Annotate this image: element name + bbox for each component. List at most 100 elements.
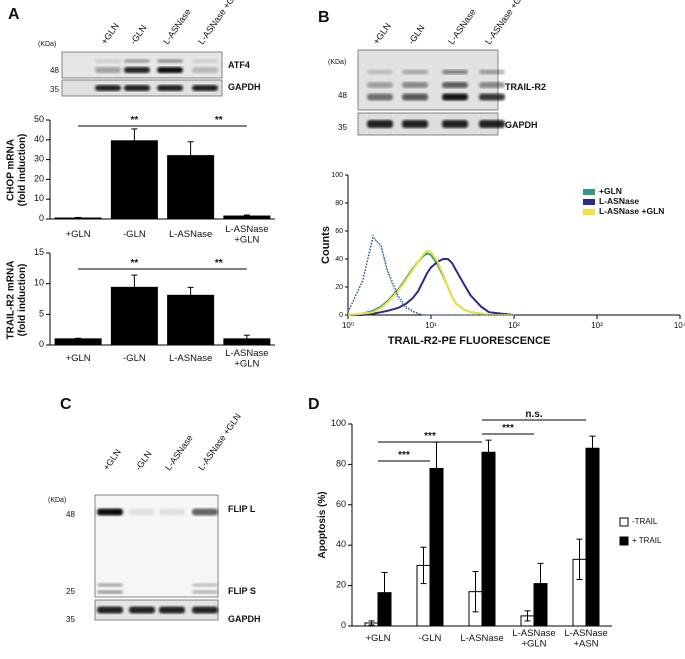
legend-swatch (619, 536, 629, 546)
error-bar (187, 141, 194, 170)
significance-label: ** (130, 115, 138, 126)
x-tick-label: 10² (508, 321, 520, 330)
y-axis-label: Apoptosis (%) (317, 491, 328, 558)
panel-label: A (8, 6, 20, 23)
y-tick-label: 100 (331, 172, 343, 179)
kda-marker: 35 (66, 615, 75, 624)
legend-label: +GLN (599, 186, 622, 196)
protein-label: FLIP S (228, 586, 256, 596)
bar (585, 447, 600, 627)
lane-label: +GLN (101, 447, 123, 472)
error-bar (537, 562, 544, 605)
blot-band (95, 85, 121, 91)
blot-band (97, 583, 123, 587)
blot-band (192, 590, 218, 594)
lane-label: -GLN (133, 449, 154, 472)
legend-label: L-ASNase +GLN (599, 206, 664, 216)
y-tick-label: 0 (39, 213, 44, 223)
y-tick-label: 40 (336, 540, 346, 550)
x-tick-label: L-ASNase +GLN (512, 627, 555, 649)
error-bar (576, 538, 583, 581)
kda-label: (KDa) (48, 497, 66, 504)
blot-band (367, 93, 393, 101)
lane-label: L-ASNase (161, 7, 193, 46)
y-tick-label: 60 (335, 228, 343, 235)
significance-label: ** (215, 258, 223, 269)
blot-band (192, 85, 218, 91)
x-tick-label: 10¹ (425, 321, 437, 330)
x-axis-label: TRAIL-R2-PE FLUORESCENCE (388, 335, 551, 347)
series-line (347, 249, 514, 316)
significance-label: *** (502, 423, 514, 434)
blot-band (192, 67, 218, 73)
lane-label: L-ASNase +GLN (196, 0, 243, 47)
x-tick-label: -GLN (123, 229, 146, 240)
legend-swatch (583, 209, 595, 215)
blot-band (192, 606, 218, 614)
error-bar (131, 274, 138, 301)
blot-band (157, 85, 183, 91)
kda-marker: 25 (66, 587, 75, 596)
significance-label: n.s. (525, 409, 542, 420)
protein-label: TRAIL-R2 (505, 82, 546, 92)
legend-label: L-ASNase (599, 196, 639, 206)
blot-band (442, 82, 468, 88)
protein-label: GAPDH (505, 120, 538, 130)
lane-label: -GLN (406, 23, 427, 46)
bar (481, 451, 496, 627)
lane-label: +GLN (371, 21, 393, 46)
blot-strip (357, 49, 499, 111)
kda-marker: 35 (338, 123, 347, 132)
blot-band (367, 82, 393, 88)
blot-band (97, 606, 123, 614)
y-tick-label: 20 (336, 580, 346, 590)
blot-band (367, 69, 393, 75)
series-line (348, 258, 515, 316)
x-tick-label: -GLN (123, 353, 146, 364)
legend-label: -TRAIL (632, 517, 658, 526)
series-line (347, 233, 514, 316)
protein-label: GAPDH (228, 614, 261, 624)
blot-band (442, 120, 468, 128)
blot-band (402, 82, 428, 88)
y-tick-label: 10 (34, 194, 44, 204)
legend-label: + TRAIL (632, 536, 662, 545)
significance-label: *** (398, 450, 410, 461)
blot-band (442, 69, 468, 75)
lane-label: L-ASNase +GLN (196, 412, 243, 473)
blot-band (402, 93, 428, 101)
legend-swatch (583, 189, 595, 195)
lane-label: L-ASNase +GLN (483, 0, 530, 47)
error-bar (368, 620, 375, 626)
y-tick-label: 80 (335, 200, 343, 207)
protein-label: FLIP L (228, 504, 256, 514)
blot-band (159, 508, 185, 516)
legend-swatch (619, 517, 629, 527)
blot-band (192, 508, 218, 516)
blot-band (124, 59, 150, 63)
blot-band (124, 85, 150, 91)
blot-band (479, 82, 505, 88)
blot-band (402, 69, 428, 75)
kda-label: (KDa) (328, 59, 346, 66)
y-tick-label: 0 (341, 620, 346, 630)
series-line (347, 237, 514, 316)
blot-band (129, 606, 155, 614)
kda-label: (KDa) (38, 41, 56, 48)
blot-band (97, 590, 123, 594)
y-tick-label: 40 (335, 256, 343, 263)
protein-label: ATF4 (228, 60, 250, 70)
y-tick-label: 20 (335, 284, 343, 291)
blot-band (402, 120, 428, 128)
x-tick-label: 10⁴ (674, 321, 685, 330)
error-bar (485, 439, 492, 465)
blot-band (95, 67, 121, 73)
x-tick-label: L-ASNase (460, 633, 503, 644)
blot-band (479, 93, 505, 101)
panel-label: C (60, 396, 72, 413)
y-tick-label: 5 (39, 309, 44, 319)
blot-band (95, 59, 121, 63)
lane-label: -GLN (128, 23, 149, 46)
y-axis-label: Counts (320, 226, 332, 264)
